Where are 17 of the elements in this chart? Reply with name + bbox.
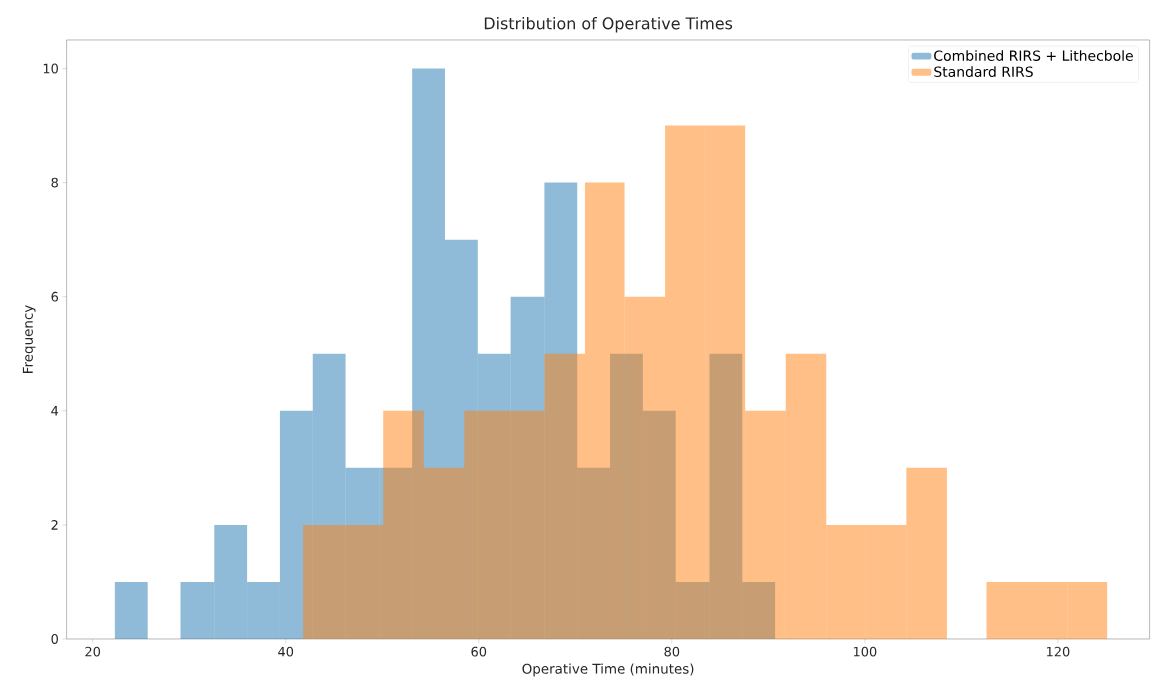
x-axis-title: Operative Time (minutes) xyxy=(522,663,694,677)
x-tick-label: 60 xyxy=(471,646,487,657)
y-axis-title: Frequency xyxy=(22,305,36,373)
x-tick-label: 120 xyxy=(1046,646,1070,657)
x-tick-label: 100 xyxy=(853,646,877,657)
legend-label: Combined RIRS + Lithecbole xyxy=(934,50,1133,61)
y-tick-label: 0 xyxy=(51,634,58,644)
y-tick-label: 2 xyxy=(51,520,58,530)
x-tick-label: 80 xyxy=(664,646,680,657)
y-tick-label: 6 xyxy=(51,291,59,302)
y-tick-label: 4 xyxy=(51,406,59,416)
y-tick-label: 10 xyxy=(43,63,58,74)
x-tick-label: 40 xyxy=(278,646,294,657)
y-tick-label: 8 xyxy=(51,177,58,188)
chart-title: Distribution of Operative Times xyxy=(484,17,733,33)
x-tick-label: 20 xyxy=(85,646,101,657)
legend-label: Standard RIRS xyxy=(934,66,1033,78)
